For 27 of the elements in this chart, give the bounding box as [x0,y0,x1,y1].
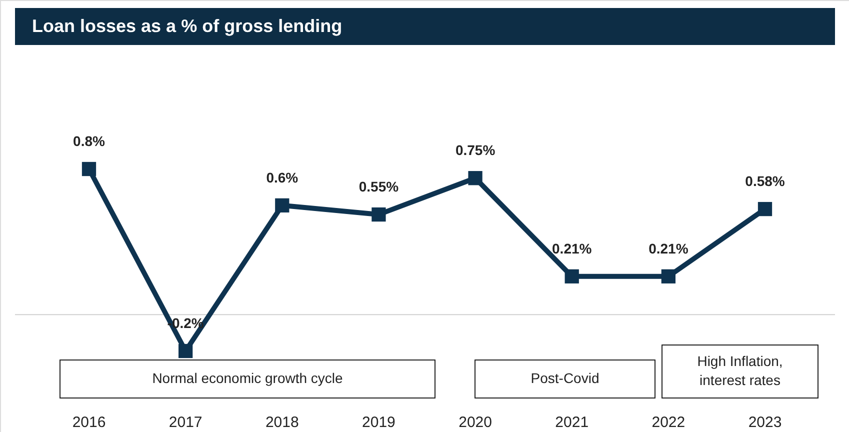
data-label: 0.58% [745,173,786,190]
point [82,162,96,176]
chart-title: Loan losses as a % of gross lending [32,16,342,36]
point [758,202,772,216]
data-label: 0.75% [455,142,496,158]
point [661,269,676,284]
data-label: 0.21% [648,240,689,256]
x-tick-label: 2018 [265,414,299,431]
x-tick-label: 2020 [458,414,492,431]
data-label: 0.6% [266,169,299,186]
data-label: 0.55% [358,178,400,194]
point [468,171,482,186]
x-tick-label: 2023 [748,414,782,431]
text: Post-Covid [530,370,600,386]
point [372,207,386,222]
text: High Inflation, interest rates [697,353,783,388]
data-label: 0.21% [552,240,592,256]
x-tick-label: 2022 [652,414,686,431]
text: Normal economic growth cycle [152,370,344,386]
x-tick-label: 2021 [555,414,589,431]
x-tick-label: 2016 [72,414,106,431]
x-tick-label: 2019 [362,414,396,431]
x-tick-label: 2017 [168,414,202,431]
point [178,344,193,358]
point [564,269,579,284]
data-label: 0.8% [73,133,106,149]
point [275,198,290,212]
